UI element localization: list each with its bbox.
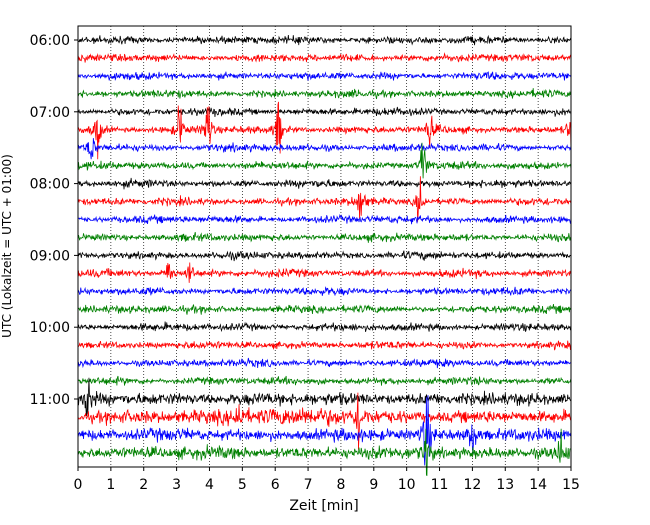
y-tick-label: 09:00 [30,248,70,264]
seismic-trace [77,231,572,243]
x-tick-label: 14 [529,477,547,493]
x-tick-label: 13 [496,477,514,493]
x-tick-label: 10 [398,477,416,493]
seismic-trace [77,71,572,82]
seismic-trace [77,340,572,351]
seismic-trace [77,142,572,179]
seismic-trace [77,106,572,117]
seismic-trace [77,250,572,262]
seismic-trace [77,52,572,63]
y-tick-label: 11:00 [30,392,70,408]
x-tick-label: 8 [336,477,345,493]
seismic-trace [77,375,572,386]
y-axis-label: UTC (Lokalzeit = UTC + 01:00) [0,154,14,338]
seismic-trace [77,395,572,466]
x-tick-label: 11 [431,477,449,493]
x-tick-label: 1 [106,477,115,493]
y-tick-label: 08:00 [30,177,70,193]
seismic-trace [77,262,572,283]
seismic-trace [77,321,572,333]
seismic-trace [77,303,572,315]
x-tick-label: 12 [463,477,481,493]
x-axis-ticks: 0 1 2 3 4 5 6 7 8 9 10 11 12 13 14 15 [74,467,580,493]
x-tick-label: 9 [369,477,378,493]
seismic-trace [77,286,572,297]
seismic-trace [77,34,572,46]
x-tick-label: 5 [238,477,247,493]
x-tick-label: 0 [74,477,83,493]
y-axis-ticks: 06:00 07:00 08:00 09:00 10:00 11:00 [30,33,78,408]
seismic-trace [77,213,572,225]
seismic-trace [77,428,572,477]
y-tick-label: 10:00 [30,320,70,336]
x-tick-label: 4 [205,477,214,493]
seismic-trace [77,138,572,160]
x-tick-label: 6 [271,477,280,493]
seismic-trace [77,101,572,160]
x-tick-label: 3 [172,477,181,493]
seismic-trace [77,176,572,222]
y-tick-label: 07:00 [30,105,70,121]
y-tick-label: 06:00 [30,33,70,49]
seismic-trace [77,377,572,417]
plot-frame [77,25,572,468]
seismic-trace [77,177,572,190]
seismic-trace [77,357,572,369]
seismic-trace [77,88,572,100]
x-tick-label: 2 [139,477,148,493]
trace-layer [77,34,572,477]
x-tick-label: 7 [304,477,313,493]
seismic-trace [77,392,572,450]
x-tick-label: 15 [562,477,580,493]
x-axis-label: Zeit [min] [289,498,358,514]
